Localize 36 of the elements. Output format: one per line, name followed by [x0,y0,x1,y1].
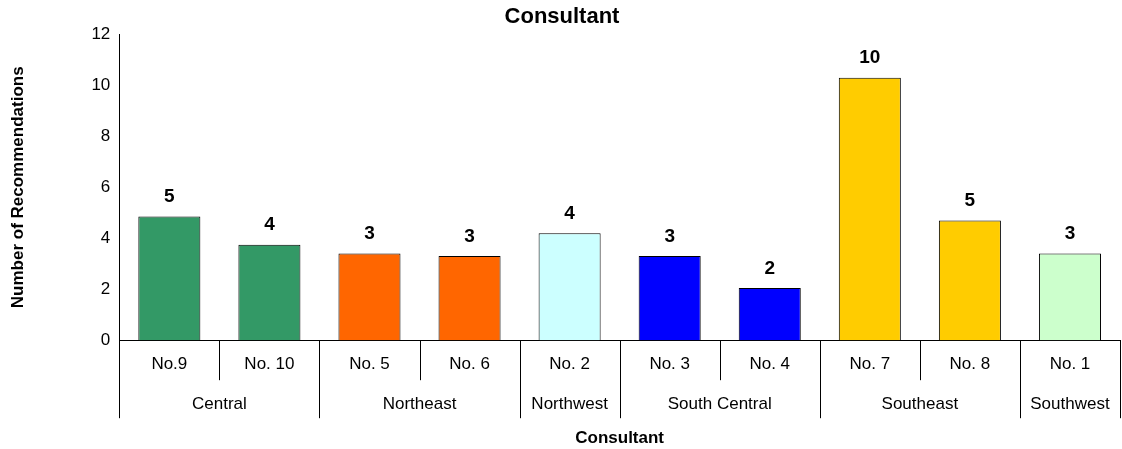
x-tick-label: No. 10 [244,354,295,374]
text: Southwest [1030,393,1110,413]
text: Northwest [531,393,609,413]
data-label: 3 [364,222,375,244]
data-label: 4 [564,201,576,223]
text: Central [191,393,247,413]
text: Northeast [382,393,457,413]
y-axis-title: Number of Recommendations [7,66,27,309]
y-tick-label: 4 [100,227,111,247]
data-label: 5 [964,189,976,211]
x-tick-label: No. 5 [349,354,390,374]
x-tick-label: No. 7 [849,354,891,374]
x-tick-label: No. 1 [1049,354,1091,374]
text: Southeast [881,393,959,413]
data-label: 3 [664,224,675,246]
x-axis-title: Consultant [575,428,665,448]
y-tick-label: 6 [100,176,111,196]
x-tick-label: No. 3 [649,354,691,374]
x-tick-label: No. 2 [549,354,590,374]
text: South Central [667,393,772,413]
data-label: 2 [764,256,776,278]
data-label: 4 [264,213,276,235]
x-tick-label: No. 6 [449,354,490,374]
y-tick-label: 12 [91,24,111,44]
y-tick-label: 10 [91,75,111,95]
x-tick-label: No. 4 [749,354,791,374]
y-tick-label: 8 [100,126,111,146]
data-label: 10 [859,46,881,68]
y-tick-label: 0 [100,329,111,349]
data-label: 5 [164,185,176,207]
x-tick-label: No. 8 [949,354,991,374]
data-label: 3 [1064,222,1076,244]
data-label: 3 [464,224,475,246]
x-tick-label: No.9 [151,354,188,374]
chart-title: Consultant [504,3,621,29]
y-tick-label: 2 [100,278,111,298]
